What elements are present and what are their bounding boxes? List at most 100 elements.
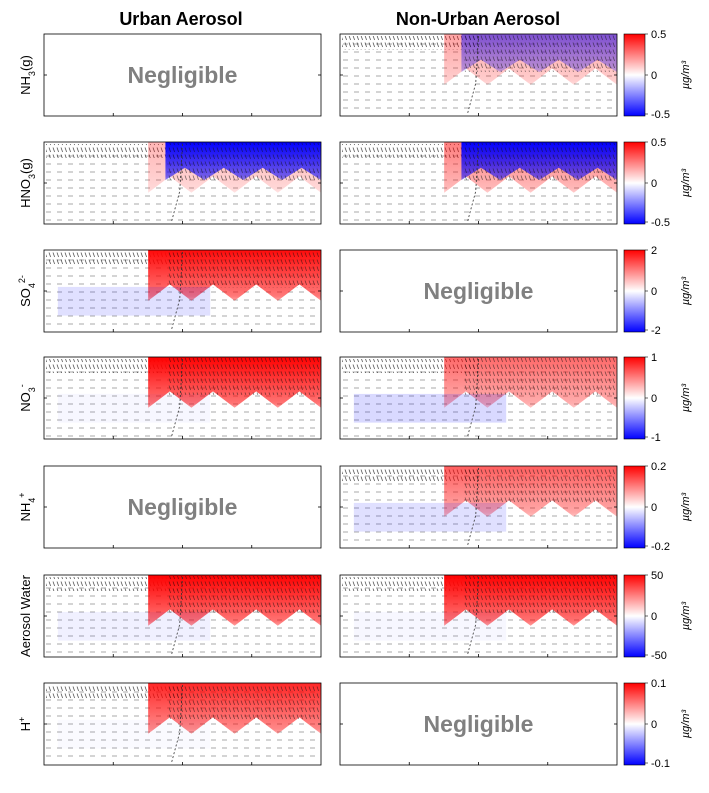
column-title-non-urban: Non-Urban Aerosol — [396, 9, 560, 29]
row-1: HNO3(g) 0.5 0 -0.5 µg/m³ — [18, 137, 692, 229]
negative-region — [57, 286, 211, 316]
coastline — [467, 35, 479, 115]
colorbar-tick-label: 0.1 — [651, 678, 666, 690]
colorbar-tick-label: 0 — [651, 719, 657, 731]
negative-region — [353, 502, 507, 532]
colorbar-tick-label: -0.5 — [651, 217, 670, 229]
row-label-superscript: + — [17, 717, 27, 722]
heatmap-panel — [339, 465, 618, 549]
colorbar-unit-label: µg/m³ — [680, 709, 692, 738]
row-4: NH4+ Negligible 0.2 0 -0.2 µg/m³ — [17, 461, 692, 553]
colorbar-gradient — [623, 682, 646, 766]
vector-band — [168, 684, 321, 721]
row-label: SO42- — [17, 275, 37, 307]
vector-band — [168, 251, 321, 288]
panel-background — [44, 34, 321, 116]
row-label-base: HNO — [18, 179, 33, 208]
negligible-label: Negligible — [128, 494, 238, 520]
vector-band — [168, 143, 321, 180]
coastline — [171, 358, 183, 438]
panel-background — [44, 466, 321, 548]
coastline — [467, 467, 479, 547]
row-label-base: SO — [18, 288, 33, 307]
vector-band — [464, 143, 617, 180]
coastline — [171, 684, 183, 764]
heatmap-panel: Negligible — [339, 249, 618, 333]
negative-region — [57, 611, 211, 641]
colorbar-tick-label: 50 — [651, 570, 663, 582]
colorbar-tick-label: -1 — [651, 432, 661, 444]
negligible-label: Negligible — [128, 62, 238, 88]
row-label: HNO3(g) — [18, 158, 37, 208]
colorbar-tick-label: 0.5 — [651, 137, 666, 149]
row-label-superscript: 2- — [17, 275, 27, 283]
coastline — [171, 143, 183, 223]
colorbar: 0.5 0 -0.5 µg/m³ — [623, 137, 692, 229]
heatmap-panel — [339, 141, 618, 225]
negative-region — [353, 393, 507, 423]
colorbar-tick-label: -0.2 — [651, 541, 670, 553]
vector-band — [464, 35, 617, 72]
colorbar-gradient — [623, 141, 646, 225]
row-label-suffix: (g) — [18, 55, 33, 71]
row-label-subscript: 3 — [27, 387, 37, 392]
column-title-urban: Urban Aerosol — [119, 9, 242, 29]
row-2: SO42- Negligible 2 0 -2 µg/m³ — [17, 245, 692, 337]
colorbar-tick-label: 1 — [651, 352, 657, 364]
row-label-base: NO — [18, 392, 33, 412]
colorbar-unit-label: µg/m³ — [680, 601, 692, 630]
vector-band — [168, 576, 321, 613]
row-label-superscript: - — [17, 384, 27, 387]
colorbar-unit-label: µg/m³ — [680, 276, 692, 305]
row-5: Aerosol Water 50 0 -50 µg/m³ — [18, 570, 692, 662]
negative-region — [58, 720, 210, 749]
coastline — [467, 576, 479, 656]
coastline — [467, 358, 479, 438]
coastline — [467, 143, 479, 223]
heatmap-panel — [339, 574, 618, 658]
colorbar: 0.2 0 -0.2 µg/m³ — [623, 461, 692, 553]
colorbar-gradient — [623, 465, 646, 549]
colorbar-unit-label: µg/m³ — [680, 492, 692, 521]
row-label-base: NH — [18, 503, 33, 522]
colorbar-tick-label: 0 — [651, 178, 657, 190]
colorbar-tick-label: -50 — [651, 650, 667, 662]
row-label: NH4+ — [17, 492, 37, 521]
heatmap-panel — [339, 33, 618, 117]
colorbar-tick-label: 2 — [651, 245, 657, 257]
colorbar-unit-label: µg/m³ — [680, 168, 692, 197]
vector-band — [464, 576, 617, 613]
coastline — [171, 576, 183, 656]
vector-band — [464, 358, 617, 395]
colorbar: 1 0 -1 µg/m³ — [623, 352, 692, 444]
row-label-subscript: 3 — [27, 71, 37, 76]
colorbar-gradient — [623, 574, 646, 658]
colorbar: 2 0 -2 µg/m³ — [623, 245, 692, 337]
row-label-suffix: (g) — [18, 158, 33, 174]
colorbar-tick-label: 0 — [651, 286, 657, 298]
row-0: NH3(g) Negligible 0.5 0 -0.5 µg/m³ — [18, 29, 692, 121]
colorbar-gradient — [623, 33, 646, 117]
colorbar-tick-label: -2 — [651, 325, 661, 337]
colorbar-tick-label: 0.5 — [651, 29, 666, 41]
row-3: NO3-10-1µg/m³ — [17, 352, 692, 444]
heatmap-panel — [43, 574, 322, 658]
row-6: H+ Negligible 0.1 0 -0.1 µg/m³ — [17, 678, 692, 770]
colorbar-unit-label: µg/m³ — [680, 383, 692, 412]
row-label-subscript: 4 — [27, 283, 37, 288]
colorbar-tick-label: 0 — [651, 611, 657, 623]
row-label-base: NH — [18, 76, 33, 95]
row-label: H+ — [17, 717, 33, 732]
row-label-superscript: + — [17, 492, 27, 497]
colorbar-tick-label: -0.5 — [651, 109, 670, 121]
row-label-subscript: 3 — [27, 174, 37, 179]
colorbar: 50 0 -50 µg/m³ — [623, 570, 692, 662]
heatmap-panel — [43, 249, 322, 333]
row-label: NH3(g) — [18, 55, 37, 95]
row-label-subscript: 4 — [27, 498, 37, 503]
colorbar-unit-label: µg/m³ — [680, 60, 692, 89]
negligible-label: Negligible — [424, 278, 534, 304]
coastline — [171, 251, 183, 331]
colorbar-tick-label: -0.1 — [651, 758, 670, 770]
